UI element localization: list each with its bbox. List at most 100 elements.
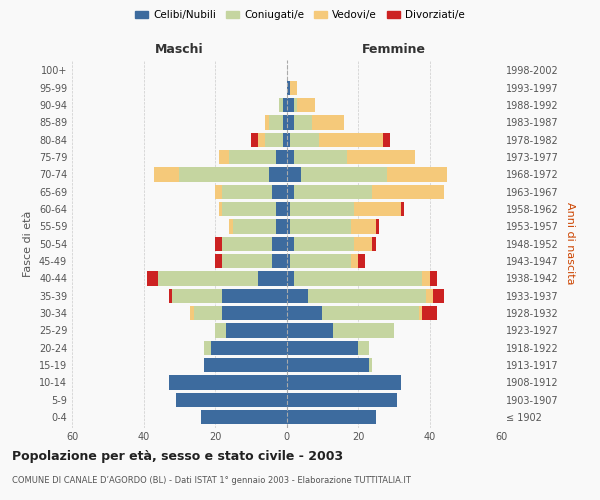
Bar <box>269 168 287 181</box>
Bar <box>218 150 229 164</box>
Bar <box>319 132 383 147</box>
Bar <box>229 220 233 234</box>
Bar <box>287 324 333 338</box>
Bar <box>215 254 222 268</box>
Bar <box>211 340 287 355</box>
Bar <box>147 272 158 285</box>
Bar <box>251 132 258 147</box>
Bar <box>351 254 358 268</box>
Bar <box>297 98 315 112</box>
Bar <box>290 220 351 234</box>
Bar <box>265 116 269 130</box>
Bar <box>372 236 376 251</box>
Bar <box>358 254 365 268</box>
Bar <box>372 184 444 199</box>
Bar <box>229 150 276 164</box>
Bar <box>287 116 293 130</box>
Bar <box>169 376 287 390</box>
Bar <box>287 132 290 147</box>
Bar <box>293 150 347 164</box>
Bar <box>287 202 290 216</box>
Bar <box>293 236 355 251</box>
Bar <box>272 236 287 251</box>
Text: Popolazione per età, sesso e stato civile - 2003: Popolazione per età, sesso e stato civil… <box>12 450 343 463</box>
Bar <box>172 288 222 303</box>
Bar <box>215 184 222 199</box>
Bar <box>293 116 311 130</box>
Bar <box>422 272 430 285</box>
Bar <box>287 272 293 285</box>
Bar <box>200 410 287 424</box>
Bar <box>287 184 293 199</box>
Legend: Celibi/Nubili, Coniugati/e, Vedovi/e, Divorziati/e: Celibi/Nubili, Coniugati/e, Vedovi/e, Di… <box>131 6 469 25</box>
Text: Femmine: Femmine <box>362 42 426 56</box>
Text: Maschi: Maschi <box>155 42 203 56</box>
Y-axis label: Anni di nascita: Anni di nascita <box>565 202 575 285</box>
Bar <box>376 220 379 234</box>
Bar <box>218 202 222 216</box>
Bar <box>222 236 272 251</box>
Bar <box>287 98 293 112</box>
Bar <box>358 340 369 355</box>
Bar <box>311 116 344 130</box>
Bar <box>369 358 372 372</box>
Bar <box>276 220 287 234</box>
Bar <box>222 184 272 199</box>
Bar <box>222 288 287 303</box>
Bar <box>290 132 319 147</box>
Y-axis label: Fasce di età: Fasce di età <box>23 210 33 277</box>
Bar <box>215 236 222 251</box>
Bar <box>154 168 179 181</box>
Bar <box>422 306 437 320</box>
Bar <box>287 358 369 372</box>
Bar <box>287 410 376 424</box>
Bar <box>204 358 287 372</box>
Bar <box>215 324 226 338</box>
Bar <box>287 254 290 268</box>
Bar <box>283 132 287 147</box>
Bar <box>287 80 290 95</box>
Bar <box>351 220 376 234</box>
Bar <box>383 132 390 147</box>
Bar <box>283 98 287 112</box>
Bar <box>176 392 287 407</box>
Bar <box>287 220 290 234</box>
Bar <box>290 202 355 216</box>
Text: COMUNE DI CANALE D’AGORDO (BL) - Dati ISTAT 1° gennaio 2003 - Elaborazione TUTTI: COMUNE DI CANALE D’AGORDO (BL) - Dati IS… <box>12 476 411 485</box>
Bar <box>258 272 287 285</box>
Bar <box>355 202 401 216</box>
Bar <box>265 132 283 147</box>
Bar <box>272 184 287 199</box>
Bar <box>158 272 258 285</box>
Bar <box>179 168 269 181</box>
Bar <box>322 306 419 320</box>
Bar <box>419 306 422 320</box>
Bar <box>190 306 194 320</box>
Bar <box>233 220 276 234</box>
Bar <box>301 168 386 181</box>
Bar <box>269 116 283 130</box>
Bar <box>287 340 358 355</box>
Bar <box>426 288 433 303</box>
Bar <box>287 168 301 181</box>
Bar <box>222 254 272 268</box>
Bar <box>258 132 265 147</box>
Bar <box>355 236 372 251</box>
Bar <box>194 306 222 320</box>
Bar <box>293 184 372 199</box>
Bar <box>272 254 287 268</box>
Bar <box>290 80 297 95</box>
Bar <box>226 324 287 338</box>
Bar <box>276 150 287 164</box>
Bar <box>401 202 404 216</box>
Bar <box>280 98 283 112</box>
Bar <box>276 202 287 216</box>
Bar <box>283 116 287 130</box>
Bar <box>386 168 448 181</box>
Bar <box>169 288 172 303</box>
Bar <box>222 202 276 216</box>
Bar <box>430 272 437 285</box>
Bar <box>204 340 211 355</box>
Bar <box>287 306 322 320</box>
Bar <box>290 254 351 268</box>
